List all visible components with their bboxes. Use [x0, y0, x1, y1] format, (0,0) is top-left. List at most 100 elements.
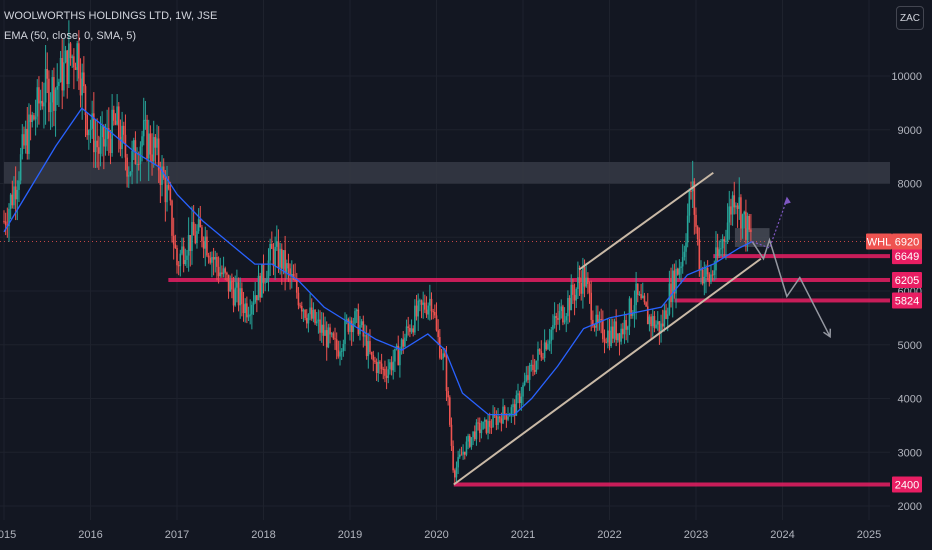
indicator-legend[interactable]: EMA (50, close, 0, SMA, 5) [4, 30, 137, 42]
candle-body [335, 339, 338, 351]
candle [730, 198, 732, 226]
candle-body [478, 422, 481, 434]
candle [127, 166, 130, 188]
channel-lower-line [453, 257, 762, 486]
level-tag-6649: 6649 [892, 248, 922, 265]
candle-body [542, 357, 544, 359]
candle-body [409, 327, 411, 332]
candle-body [300, 306, 303, 312]
candle-body [179, 253, 182, 267]
candle [73, 48, 75, 90]
candle-body [256, 295, 258, 301]
candle [349, 316, 351, 341]
candle [252, 291, 255, 315]
candle [384, 360, 386, 383]
candle [187, 217, 190, 272]
candle [405, 319, 408, 341]
candle-body [365, 335, 368, 357]
candle-body [315, 321, 318, 324]
candle [344, 312, 346, 352]
candle-body [370, 351, 373, 356]
candle-body [610, 326, 612, 346]
candle-body [578, 277, 581, 283]
candle [142, 97, 145, 146]
candle [332, 331, 335, 340]
candle [607, 318, 609, 349]
candle-body [74, 67, 77, 70]
candle-body [400, 339, 403, 351]
candle-body [738, 197, 741, 209]
candle [151, 133, 153, 176]
candle-body [701, 269, 704, 284]
candle [628, 296, 631, 336]
candle-body [186, 255, 188, 260]
candle-body [377, 361, 380, 374]
candle-body [41, 100, 44, 107]
candle-body [470, 437, 473, 447]
candle [618, 332, 621, 356]
candle [728, 190, 731, 240]
candle [201, 225, 203, 248]
candle [497, 407, 499, 430]
candle [465, 436, 468, 457]
candle [429, 284, 431, 321]
x-tick-label: 2016 [78, 529, 102, 541]
x-tick-label: 2019 [338, 529, 362, 541]
candle-body [349, 320, 351, 332]
candle-body [46, 68, 49, 79]
level-tag-6205-bg [892, 271, 922, 288]
candle [309, 293, 311, 321]
candle-body [174, 244, 177, 249]
candle-body [84, 86, 87, 116]
candle-body [322, 324, 325, 336]
candle [390, 356, 393, 376]
candle-body [13, 186, 15, 206]
candle [387, 359, 390, 384]
y-tick-label: 2000 [898, 501, 922, 513]
candle-body [540, 351, 543, 358]
candle [122, 121, 125, 143]
candle-body [562, 306, 564, 323]
candle [262, 254, 265, 294]
candle [222, 256, 225, 278]
candle-body [29, 114, 32, 123]
candle [651, 309, 654, 337]
candle-body [572, 284, 574, 295]
candle-body [412, 328, 415, 333]
candle-body [279, 248, 281, 268]
candle [209, 251, 212, 265]
candle [457, 450, 459, 475]
candle [202, 236, 205, 259]
candle-body [194, 235, 197, 244]
candle [34, 99, 37, 136]
candle [377, 352, 380, 383]
candle-body [510, 407, 513, 415]
candle-body [691, 181, 694, 192]
projection-down-arrowhead [823, 328, 832, 339]
candle [284, 235, 286, 291]
candle [715, 231, 717, 280]
candle [272, 243, 275, 276]
candle-body [625, 320, 627, 330]
candle [449, 395, 451, 427]
candle-body [56, 86, 59, 90]
candle-body [635, 283, 637, 306]
candle-body [389, 362, 391, 370]
candle-body [122, 125, 125, 135]
candle [261, 263, 263, 298]
candle [663, 304, 666, 332]
candle-body [9, 194, 12, 209]
candle-body [452, 445, 454, 471]
candle-body [567, 298, 569, 317]
candle [691, 160, 694, 208]
candle-body [602, 319, 604, 340]
currency-button[interactable]: ZAC [896, 6, 924, 30]
candle [116, 94, 118, 126]
candle [543, 329, 546, 362]
candle-body [204, 236, 207, 249]
level-tag-6205: 6205 [892, 271, 922, 288]
candle-body [327, 327, 330, 348]
candle-body [181, 246, 183, 254]
candle [500, 412, 503, 432]
